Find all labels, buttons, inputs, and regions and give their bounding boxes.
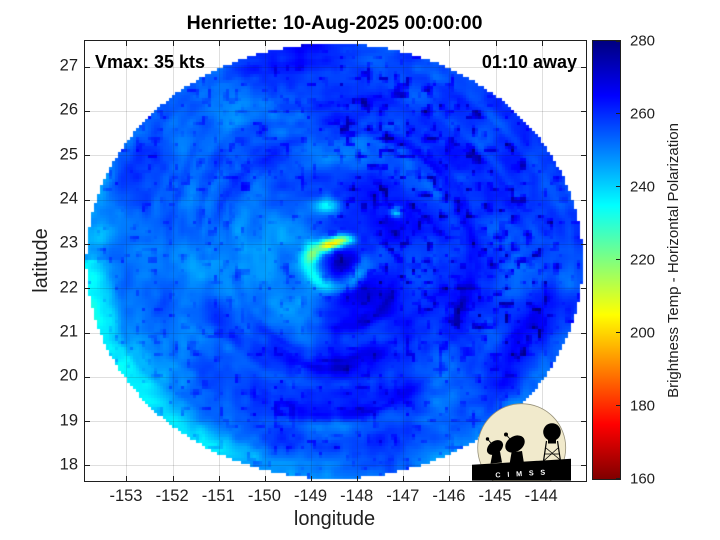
colorbar-tick (616, 41, 620, 42)
x-tick-top (172, 41, 174, 46)
x-tick-label: -151 (201, 487, 235, 505)
y-tick-left (85, 243, 90, 245)
x-tick-top (126, 41, 128, 46)
x-tick-bottom (218, 476, 220, 481)
x-tick-bottom (403, 476, 405, 481)
x-tick-bottom (172, 476, 174, 481)
y-tick-label: 23 (59, 233, 78, 252)
y-tick-label: 25 (59, 145, 78, 164)
y-tick-left (85, 155, 90, 157)
y-tick-label: 18 (59, 455, 78, 474)
y-tick-right (581, 421, 586, 423)
y-tick-right (581, 155, 586, 157)
colorbar (592, 40, 621, 480)
colorbar-tick-label: 160 (630, 470, 656, 488)
y-tick-right (581, 199, 586, 201)
y-tick-label: 19 (59, 411, 78, 430)
colorbar-tick (616, 186, 620, 187)
x-tick-top (218, 41, 220, 46)
y-tick-left (85, 376, 90, 378)
x-tick-bottom (311, 476, 312, 481)
x-tick-label: -148 (340, 487, 374, 505)
x-axis-label: longitude (293, 508, 376, 530)
y-tick-left (85, 110, 90, 112)
y-tick-left (85, 66, 90, 68)
x-tick-top (495, 41, 497, 46)
colorbar-tick (616, 405, 620, 406)
y-tick-right (581, 110, 586, 112)
colorbar-tick (616, 113, 620, 114)
colorbar-tick-label: 200 (630, 324, 656, 342)
colorbar-tick-label: 220 (630, 251, 656, 269)
colorbar-tick-label: 280 (630, 32, 656, 50)
x-tick-top (403, 41, 405, 46)
y-tick-left (85, 421, 90, 423)
annotation-time-away: 01:10 away (481, 52, 577, 72)
x-tick-bottom (264, 476, 266, 481)
y-tick-right (581, 243, 586, 245)
annotation-vmax: Vmax: 35 kts (95, 52, 206, 72)
colorbar-tick (616, 259, 620, 260)
x-tick-label: -149 (293, 487, 328, 505)
y-tick-right (581, 465, 586, 467)
y-tick-left (85, 332, 90, 334)
colorbar-label: Brightness Temp - Horizontal Polarizatio… (664, 122, 682, 398)
colorbar-tick (616, 478, 620, 479)
x-tick-top (541, 41, 543, 46)
y-tick-label: 26 (59, 100, 78, 119)
x-tick-label: -153 (109, 487, 143, 505)
plot-title: Henriette: 10-Aug-2025 00:00:00 (186, 11, 483, 34)
x-tick-bottom (357, 476, 359, 481)
x-tick-label: -147 (386, 487, 420, 505)
x-tick-top (311, 41, 312, 46)
colorbar-tick-label: 180 (630, 397, 656, 415)
logo-text: C I M S S (495, 467, 548, 479)
logo-dishes (485, 432, 525, 465)
y-tick-left (85, 288, 90, 290)
y-tick-left (85, 465, 90, 467)
y-tick-left (85, 199, 90, 201)
colorbar-tick-label: 240 (630, 178, 656, 196)
y-tick-label: 24 (59, 189, 78, 208)
cimss-logo: C I M S S (472, 403, 571, 481)
logo-banner (472, 458, 571, 481)
colorbar-tick-label: 260 (630, 105, 656, 123)
x-tick-label: -145 (478, 487, 512, 505)
plot-axes: Vmax: 35 kts 01:10 away (84, 40, 587, 482)
y-tick-label: 22 (59, 278, 78, 297)
y-tick-right (581, 288, 586, 290)
x-tick-label: -144 (524, 487, 558, 505)
x-tick-label: -150 (247, 487, 281, 505)
x-tick-top (264, 41, 266, 46)
y-axis-label: latitude (29, 227, 52, 293)
colorbar-tick (616, 332, 620, 333)
y-tick-label: 20 (59, 366, 78, 385)
y-tick-label: 27 (59, 56, 78, 75)
y-tick-right (581, 376, 586, 378)
x-tick-bottom (449, 476, 451, 481)
y-tick-right (581, 332, 586, 334)
y-tick-label: 21 (59, 322, 78, 341)
x-tick-bottom (126, 476, 128, 481)
x-tick-top (357, 41, 359, 46)
x-tick-label: -152 (155, 487, 189, 505)
y-tick-right (581, 66, 586, 68)
x-tick-top (449, 41, 451, 46)
x-tick-label: -146 (432, 487, 466, 505)
